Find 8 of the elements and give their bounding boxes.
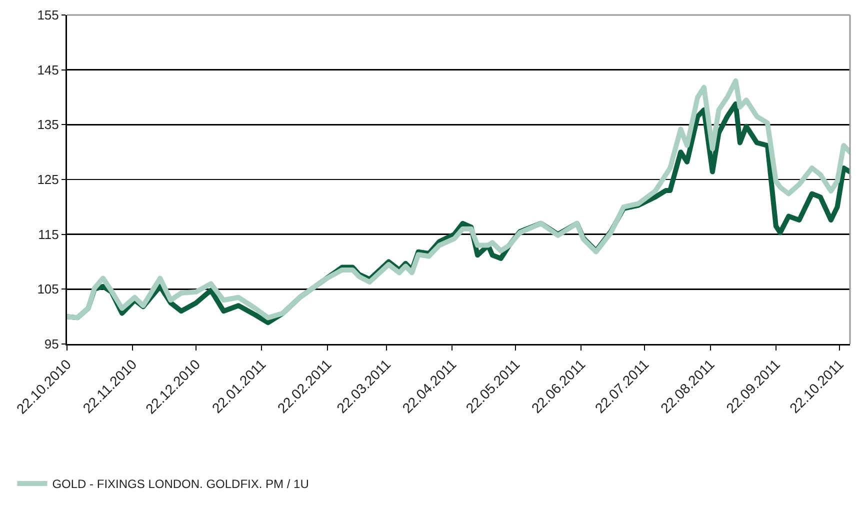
y-tick-label: 105 xyxy=(37,282,59,297)
y-tick-label: 155 xyxy=(37,8,59,23)
y-tick-label: 145 xyxy=(37,62,59,78)
y-tick-label: 125 xyxy=(37,172,59,188)
y-tick-label: 115 xyxy=(38,226,59,242)
legend-label: GOLD - FIXINGS LONDON. GOLDFIX. PM / 1U xyxy=(52,477,309,492)
y-tick-label: 95 xyxy=(44,336,59,352)
y-tick-label: 135 xyxy=(37,117,59,132)
